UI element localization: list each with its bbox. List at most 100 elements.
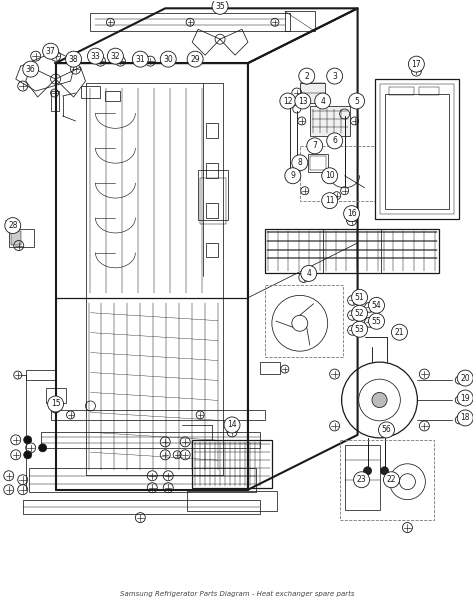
- Bar: [419, 87, 439, 95]
- Text: 9: 9: [291, 171, 295, 180]
- Bar: [187, 490, 277, 510]
- Text: 12: 12: [283, 97, 292, 106]
- Text: 35: 35: [215, 2, 225, 11]
- Text: 28: 28: [8, 221, 18, 230]
- Circle shape: [132, 51, 148, 67]
- Text: 17: 17: [411, 59, 421, 69]
- Circle shape: [295, 93, 311, 109]
- Text: 14: 14: [227, 421, 237, 429]
- Circle shape: [307, 138, 323, 154]
- Bar: [265, 229, 439, 273]
- Bar: [340, 440, 434, 520]
- Circle shape: [88, 48, 103, 64]
- Circle shape: [299, 68, 315, 84]
- Text: 30: 30: [164, 55, 173, 64]
- Text: 8: 8: [297, 158, 302, 168]
- Bar: [41, 432, 260, 448]
- Bar: [260, 362, 280, 374]
- Circle shape: [39, 444, 46, 452]
- Text: 18: 18: [460, 413, 470, 422]
- Bar: [206, 243, 218, 257]
- Bar: [380, 84, 454, 214]
- Text: 23: 23: [357, 475, 366, 484]
- Bar: [11, 231, 21, 245]
- Bar: [105, 91, 120, 101]
- Circle shape: [280, 93, 296, 109]
- Circle shape: [369, 313, 384, 329]
- Circle shape: [352, 290, 367, 305]
- Bar: [308, 154, 328, 172]
- Text: 53: 53: [355, 325, 365, 334]
- Circle shape: [65, 51, 82, 67]
- Bar: [200, 178, 226, 224]
- Bar: [192, 440, 272, 487]
- Circle shape: [327, 133, 343, 149]
- Bar: [81, 86, 100, 98]
- Text: 52: 52: [355, 309, 365, 318]
- Text: 55: 55: [372, 317, 382, 326]
- Text: 2: 2: [304, 72, 309, 81]
- Bar: [300, 146, 374, 201]
- Circle shape: [108, 48, 123, 64]
- Text: 19: 19: [460, 393, 470, 402]
- Circle shape: [48, 396, 64, 412]
- Text: 56: 56: [382, 426, 392, 435]
- Circle shape: [224, 417, 240, 433]
- Circle shape: [354, 472, 370, 487]
- Text: 21: 21: [395, 328, 404, 337]
- Bar: [345, 445, 380, 510]
- Circle shape: [315, 93, 331, 109]
- Bar: [206, 203, 218, 218]
- Text: 5: 5: [354, 97, 359, 106]
- Bar: [265, 285, 343, 357]
- Bar: [23, 500, 260, 514]
- Circle shape: [212, 0, 228, 15]
- Circle shape: [344, 206, 360, 222]
- Circle shape: [379, 422, 394, 438]
- Bar: [285, 12, 315, 31]
- Circle shape: [352, 305, 367, 321]
- Circle shape: [301, 265, 317, 282]
- Circle shape: [292, 155, 308, 171]
- Text: 54: 54: [372, 301, 382, 310]
- Text: 13: 13: [298, 97, 308, 106]
- Text: 11: 11: [325, 196, 335, 205]
- Bar: [9, 229, 34, 246]
- Circle shape: [383, 472, 400, 487]
- Circle shape: [409, 56, 424, 72]
- Text: 20: 20: [460, 373, 470, 382]
- Text: 33: 33: [91, 52, 100, 61]
- Circle shape: [348, 93, 365, 109]
- Text: 4: 4: [320, 97, 325, 106]
- Bar: [374, 79, 459, 219]
- Bar: [51, 91, 59, 111]
- Bar: [206, 163, 218, 178]
- Circle shape: [187, 51, 203, 67]
- Text: 3: 3: [332, 72, 337, 81]
- Text: 4: 4: [306, 269, 311, 278]
- Bar: [91, 13, 290, 31]
- Circle shape: [372, 393, 387, 407]
- Text: 16: 16: [347, 209, 356, 218]
- Circle shape: [23, 61, 39, 77]
- Circle shape: [392, 324, 408, 340]
- Text: 37: 37: [46, 47, 55, 56]
- Bar: [51, 410, 265, 420]
- Text: 15: 15: [51, 399, 60, 409]
- Circle shape: [327, 68, 343, 84]
- Bar: [310, 156, 326, 170]
- Bar: [300, 83, 325, 103]
- Text: 29: 29: [191, 55, 200, 64]
- Circle shape: [43, 43, 59, 59]
- Bar: [206, 123, 218, 138]
- Text: 10: 10: [325, 171, 335, 180]
- Text: 38: 38: [69, 55, 78, 64]
- Circle shape: [369, 297, 384, 313]
- Text: 51: 51: [355, 293, 365, 302]
- Text: 7: 7: [312, 141, 317, 151]
- Circle shape: [457, 390, 473, 406]
- Text: 36: 36: [26, 64, 36, 73]
- Circle shape: [381, 467, 389, 475]
- Bar: [390, 87, 414, 95]
- Circle shape: [352, 321, 367, 337]
